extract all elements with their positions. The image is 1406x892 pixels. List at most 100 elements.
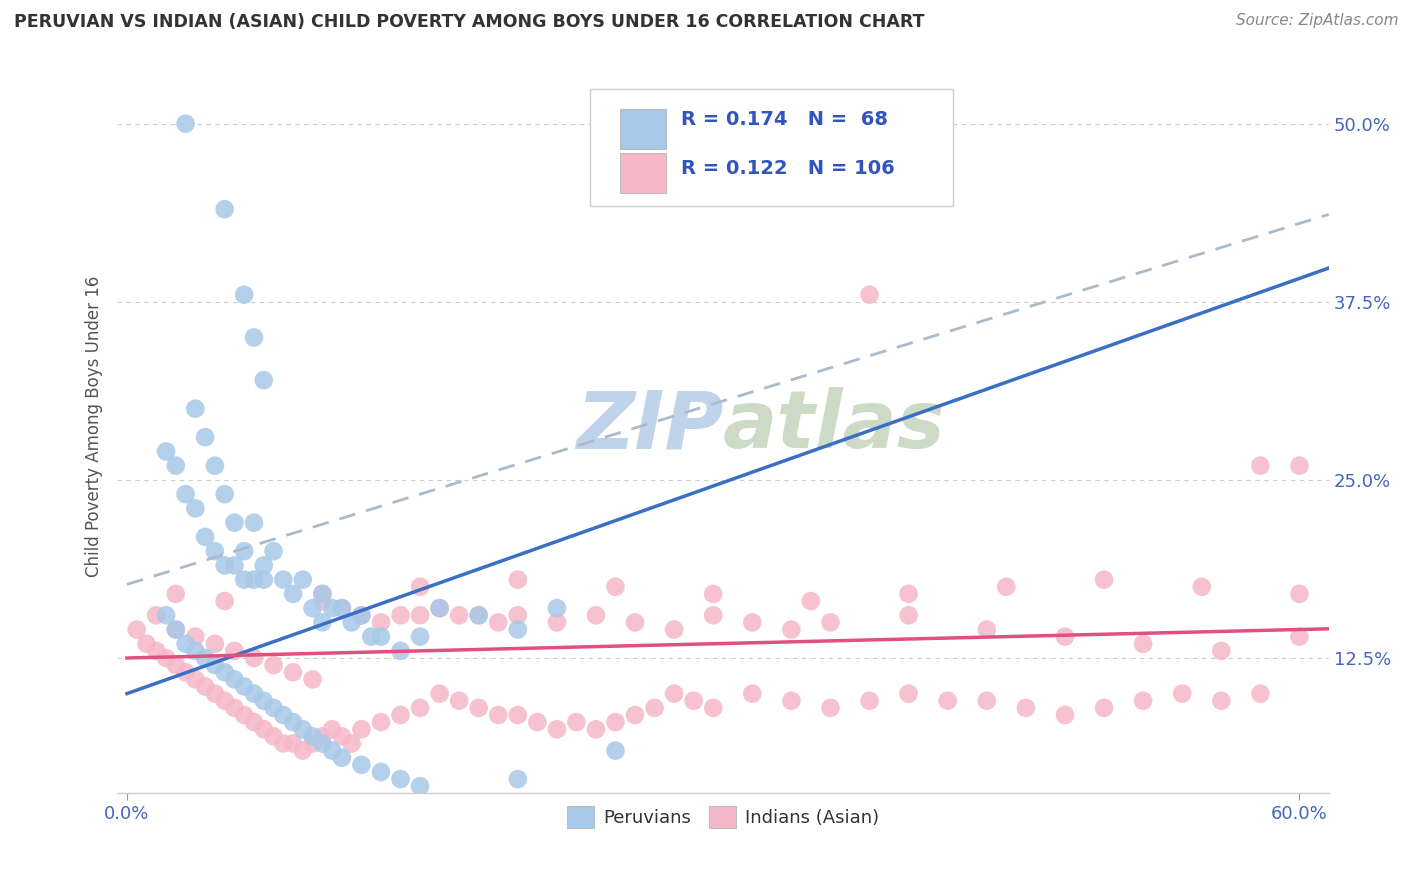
Point — [897, 687, 920, 701]
Point — [253, 723, 276, 737]
Point — [350, 757, 373, 772]
Point — [271, 737, 294, 751]
Point — [214, 202, 236, 217]
Point — [1053, 708, 1076, 723]
Point — [976, 694, 998, 708]
Point — [194, 680, 217, 694]
Point — [311, 737, 333, 751]
Point — [486, 708, 509, 723]
Point — [370, 764, 392, 779]
Point — [155, 444, 177, 458]
Point — [389, 772, 412, 786]
Point — [486, 615, 509, 630]
Point — [174, 117, 197, 131]
Point — [340, 615, 363, 630]
Point — [184, 401, 207, 416]
Point — [253, 694, 276, 708]
Point — [506, 772, 529, 786]
Point — [330, 730, 353, 744]
Point — [311, 615, 333, 630]
Point — [165, 623, 187, 637]
Point — [194, 651, 217, 665]
Point — [1015, 701, 1038, 715]
Point — [1132, 694, 1154, 708]
Point — [311, 587, 333, 601]
Point — [506, 708, 529, 723]
Point — [165, 587, 187, 601]
Point — [585, 723, 607, 737]
Point — [467, 608, 489, 623]
Point — [389, 608, 412, 623]
Point — [1171, 687, 1194, 701]
Point — [858, 287, 880, 301]
Point — [605, 743, 627, 757]
Point — [271, 708, 294, 723]
Point — [155, 608, 177, 623]
Point — [165, 623, 187, 637]
Point — [820, 701, 842, 715]
Point — [224, 701, 246, 715]
Point — [281, 715, 304, 730]
Point — [370, 615, 392, 630]
FancyBboxPatch shape — [620, 109, 666, 149]
Point — [330, 601, 353, 615]
Point — [204, 544, 226, 558]
Point — [321, 743, 343, 757]
Point — [858, 694, 880, 708]
Point — [330, 750, 353, 764]
Point — [565, 715, 588, 730]
Point — [243, 687, 266, 701]
Point — [253, 558, 276, 573]
Point — [682, 694, 704, 708]
Point — [370, 715, 392, 730]
Point — [194, 430, 217, 444]
Point — [243, 715, 266, 730]
Point — [224, 644, 246, 658]
Legend: Peruvians, Indians (Asian): Peruvians, Indians (Asian) — [560, 799, 886, 836]
Point — [1092, 701, 1115, 715]
Point — [204, 687, 226, 701]
Point — [429, 687, 451, 701]
Point — [546, 615, 568, 630]
Point — [467, 701, 489, 715]
Point — [165, 458, 187, 473]
Point — [467, 608, 489, 623]
Point — [741, 615, 763, 630]
Point — [301, 730, 323, 744]
Point — [1191, 580, 1213, 594]
Point — [224, 558, 246, 573]
Point — [243, 330, 266, 344]
Point — [233, 708, 256, 723]
Point — [321, 723, 343, 737]
Point — [506, 608, 529, 623]
Point — [605, 580, 627, 594]
Point — [243, 651, 266, 665]
Point — [263, 658, 285, 673]
Point — [253, 573, 276, 587]
Point — [224, 516, 246, 530]
Point — [409, 608, 432, 623]
Point — [702, 608, 724, 623]
Point — [897, 608, 920, 623]
Point — [350, 608, 373, 623]
Point — [155, 651, 177, 665]
Point — [1092, 573, 1115, 587]
Point — [224, 673, 246, 687]
Point — [662, 687, 685, 701]
Point — [184, 630, 207, 644]
Point — [662, 623, 685, 637]
Point — [897, 587, 920, 601]
Point — [145, 644, 167, 658]
Point — [233, 573, 256, 587]
Point — [135, 637, 157, 651]
Point — [409, 701, 432, 715]
Point — [301, 737, 323, 751]
Point — [370, 630, 392, 644]
Point — [263, 730, 285, 744]
Point — [350, 608, 373, 623]
Point — [233, 544, 256, 558]
Point — [429, 601, 451, 615]
Point — [800, 594, 823, 608]
Point — [409, 779, 432, 793]
Point — [214, 694, 236, 708]
